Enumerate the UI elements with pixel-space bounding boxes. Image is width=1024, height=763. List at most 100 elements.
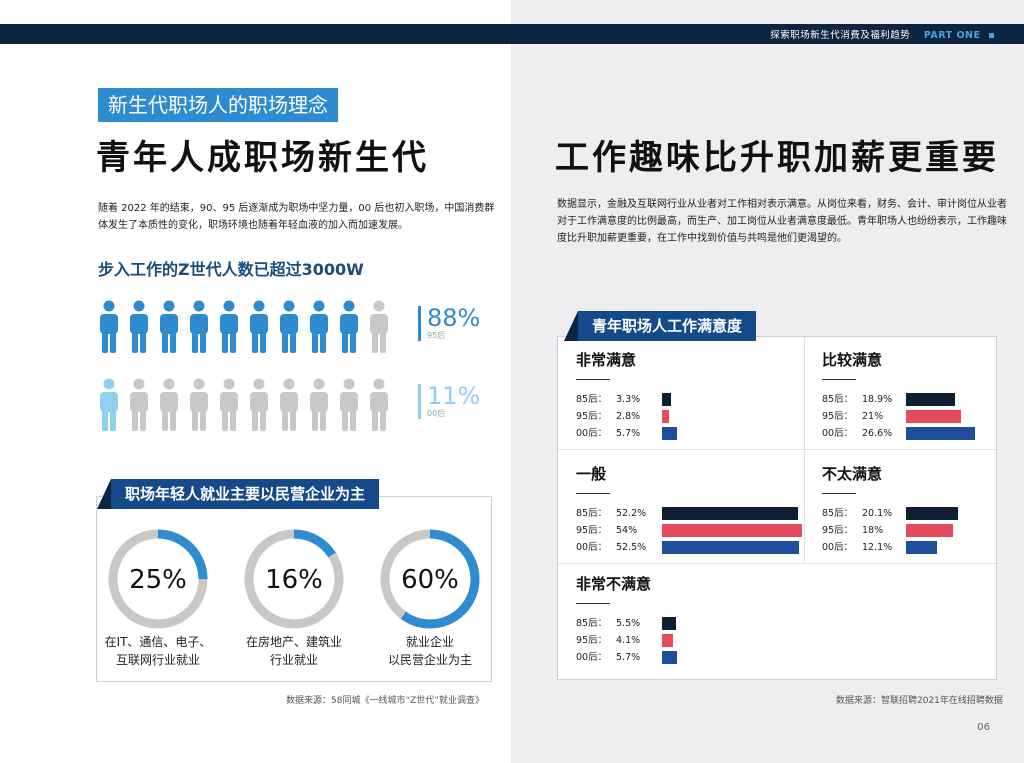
series-label: 00后： (822, 428, 854, 439)
banner-flag (564, 311, 578, 341)
people-row-00 (98, 378, 390, 432)
series-label: 00后： (576, 652, 608, 663)
satisfaction-banner: 青年职场人工作满意度 (578, 311, 757, 341)
donut-item-it: 25% 在IT、通信、电子、 互联网行业就业 (103, 527, 213, 669)
donut-caption: 在房地产、建筑业 行业就业 (239, 633, 349, 669)
square-icon (989, 33, 994, 38)
stat-00-percent: 11% (427, 382, 481, 410)
row00-empty-person-icon (338, 378, 360, 432)
satisfaction-bar (662, 634, 673, 647)
row95-filled-person-icon (278, 300, 300, 354)
left-paragraph: 随着 2022 年的结束，90、95 后逐渐成为职场中坚力量，00 后也初入职场… (98, 200, 494, 234)
right-paragraph-line: 度比升职加薪更重要，在工作中找到价值与共鸣是他们更渴望的。 (557, 233, 847, 244)
satisfaction-bar-row: 85后： 20.1% (822, 507, 1024, 521)
donut-caption-line: 在IT、通信、电子、 (104, 635, 212, 649)
row00-empty-person-icon (248, 378, 270, 432)
data-label: 3.3% (616, 394, 641, 405)
data-label: 52.2% (616, 508, 647, 519)
series-label: 85后： (576, 394, 608, 405)
donut-value-label: 60% (401, 565, 459, 595)
satisfaction-bar-row: 95后： 21% (822, 410, 1024, 424)
data-label: 12.1% (862, 542, 893, 553)
right-paragraph-line: 对于工作满意度的比例最高，而生产、加工岗位从业者满意度最低。青年职场人也纷纷表示… (557, 216, 1007, 227)
row95-filled-person-icon (188, 300, 210, 354)
left-paragraph-line: 随着 2022 年的结束，90、95 后逐渐成为职场中坚力量，00 后也初入职场… (98, 203, 495, 214)
row00-empty-person-icon (368, 378, 390, 432)
category-underline (576, 493, 610, 494)
category-underline (822, 379, 856, 380)
employment-panel: 职场年轻人就业主要以民营企业为主 25% 在IT、通信、电子、 互联网行业就业 … (96, 479, 492, 682)
satisfaction-bar (662, 541, 799, 554)
satisfaction-bar-row: 00后： 12.1% (822, 541, 1024, 555)
series-label: 85后： (822, 508, 854, 519)
z-generation-heading: 步入工作的Z世代人数已超过3000W (98, 260, 364, 279)
satisfaction-category-title: 比较满意 (822, 351, 883, 369)
row95-filled-person-icon (338, 300, 360, 354)
donut-arc (244, 529, 344, 629)
row95-empty-person-icon (368, 300, 390, 354)
satisfaction-category-title: 一般 (576, 465, 607, 483)
row00-empty-person-icon (158, 378, 180, 432)
header-bar: 探索职场新生代消费及福利趋势 PART ONE (0, 24, 1024, 44)
row95-filled-person-icon (248, 300, 270, 354)
donut-caption-line: 行业就业 (269, 653, 318, 667)
donut-caption-line: 以民营企业为主 (387, 653, 472, 667)
data-label: 2.8% (616, 411, 641, 422)
row00-empty-person-icon (128, 378, 150, 432)
employment-banner: 职场年轻人就业主要以民营企业为主 (111, 479, 380, 509)
header-title: 探索职场新生代消费及福利趋势 (770, 30, 911, 41)
satisfaction-bar-row: 95后： 2.8% (576, 410, 996, 424)
satisfaction-category-title: 非常不满意 (576, 575, 652, 593)
category-underline (576, 379, 610, 380)
stat-95-percent: 88% (427, 304, 481, 332)
donut-arc (380, 529, 480, 629)
satisfaction-bar (906, 541, 938, 554)
satisfaction-bar (906, 393, 956, 406)
divider (804, 337, 805, 563)
satisfaction-bar-row: 00后： 5.7% (576, 651, 996, 665)
data-label: 21% (862, 411, 884, 422)
series-label: 85后： (576, 508, 608, 519)
satisfaction-bar-row: 00后： 5.7% (576, 427, 996, 441)
right-title: 工作趣味比升职加薪更重要 (555, 138, 999, 178)
left-title: 青年人成职场新生代 (96, 138, 429, 178)
satisfaction-bar-row: 95后： 4.1% (576, 634, 996, 648)
row00-empty-person-icon (188, 378, 210, 432)
satisfaction-bar-row: 00后： 52.5% (576, 541, 996, 555)
satisfaction-panel: 青年职场人工作满意度 非常满意 85后： 3.3% 95后： 2.8% 00后： 5.7% 比… (557, 311, 997, 680)
series-label: 95后： (822, 525, 854, 536)
donut-caption-line: 在房地产、建筑业 (245, 635, 342, 649)
satisfaction-bar-row: 95后： 18% (822, 524, 1024, 538)
row95-filled-person-icon (308, 300, 330, 354)
people-row-95 (98, 300, 390, 354)
series-label: 00后： (576, 542, 608, 553)
satisfaction-bar-row: 85后： 3.3% (576, 393, 996, 407)
series-label: 00后： (822, 542, 854, 553)
satisfaction-bar (662, 617, 677, 630)
series-label: 95后： (576, 635, 608, 646)
donut-caption: 就业企业 以民营企业为主 (375, 633, 485, 669)
donut-caption-line: 互联网行业就业 (115, 653, 200, 667)
satisfaction-bar (906, 524, 953, 537)
right-source: 数据来源：智联招聘2021年在线招聘数据 (836, 696, 1003, 706)
data-label: 5.7% (616, 428, 641, 439)
category-underline (576, 603, 610, 604)
left-source: 数据来源：58同城《一线城市“Z世代”就业调查》 (286, 696, 484, 706)
data-label: 54% (616, 525, 638, 536)
donut-item-private: 60% 就业企业 以民营企业为主 (375, 527, 485, 669)
right-paragraph-line: 数据显示，金融及互联网行业从业者对工作相对表示满意。从岗位来看，财务、会计、审计… (557, 199, 1007, 210)
row00-filled-person-icon (98, 378, 120, 432)
satisfaction-category-title: 不太满意 (822, 465, 883, 483)
donut-value-label: 16% (265, 565, 323, 595)
donut-caption: 在IT、通信、电子、 互联网行业就业 (103, 633, 213, 669)
data-label: 26.6% (862, 428, 893, 439)
satisfaction-bar (906, 427, 976, 440)
donut-caption-line: 就业企业 (405, 635, 454, 649)
satisfaction-bar (662, 651, 677, 664)
row95-filled-person-icon (98, 300, 120, 354)
satisfaction-bar (662, 393, 671, 406)
data-label: 4.1% (616, 635, 641, 646)
data-label: 20.1% (862, 508, 893, 519)
satisfaction-bar-row: 95后： 54% (576, 524, 996, 538)
series-label: 95后： (822, 411, 854, 422)
